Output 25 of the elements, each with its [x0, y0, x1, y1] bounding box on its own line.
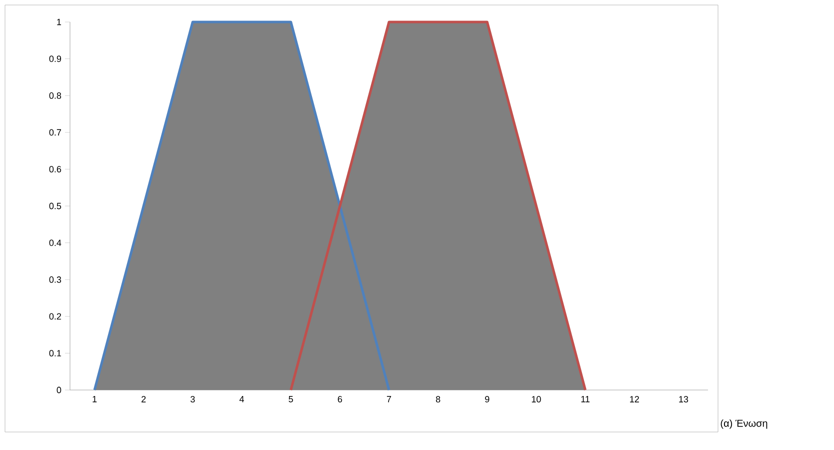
- x-tick-label: 4: [239, 396, 244, 402]
- x-tick-label: 5: [288, 396, 293, 402]
- x-tick-label: 12: [630, 396, 639, 402]
- x-tick-label: 6: [338, 396, 342, 402]
- x-tick-label: 3: [190, 396, 195, 402]
- x-tick-label: 7: [386, 396, 392, 402]
- text: (α) Ένωση: [720, 419, 768, 429]
- y-tick-label: 0.3: [49, 276, 62, 283]
- y-tick-label: 0.7: [49, 129, 62, 136]
- y-tick-label: 0.1: [49, 350, 62, 356]
- y-tick-label: 0: [56, 386, 62, 394]
- x-tick-label: 2: [142, 396, 146, 402]
- y-tick-label: 0.6: [49, 166, 62, 172]
- x-tick-label: 8: [436, 396, 440, 402]
- y-tick-label: 0.9: [49, 56, 62, 62]
- y-tick-label: 0.2: [49, 313, 62, 320]
- y-tick-label: 0.4: [49, 240, 62, 246]
- y-tick-label: 0.8: [49, 92, 62, 99]
- x-tick-label: 9: [485, 396, 490, 402]
- y-tick-label: 1: [57, 18, 62, 26]
- y-tick-label: 0.5: [49, 202, 62, 210]
- x-tick-label: 1: [92, 396, 97, 402]
- x-tick-label: 10: [532, 396, 541, 402]
- x-tick-label: 11: [581, 396, 590, 402]
- x-tick-label: 13: [679, 396, 688, 402]
